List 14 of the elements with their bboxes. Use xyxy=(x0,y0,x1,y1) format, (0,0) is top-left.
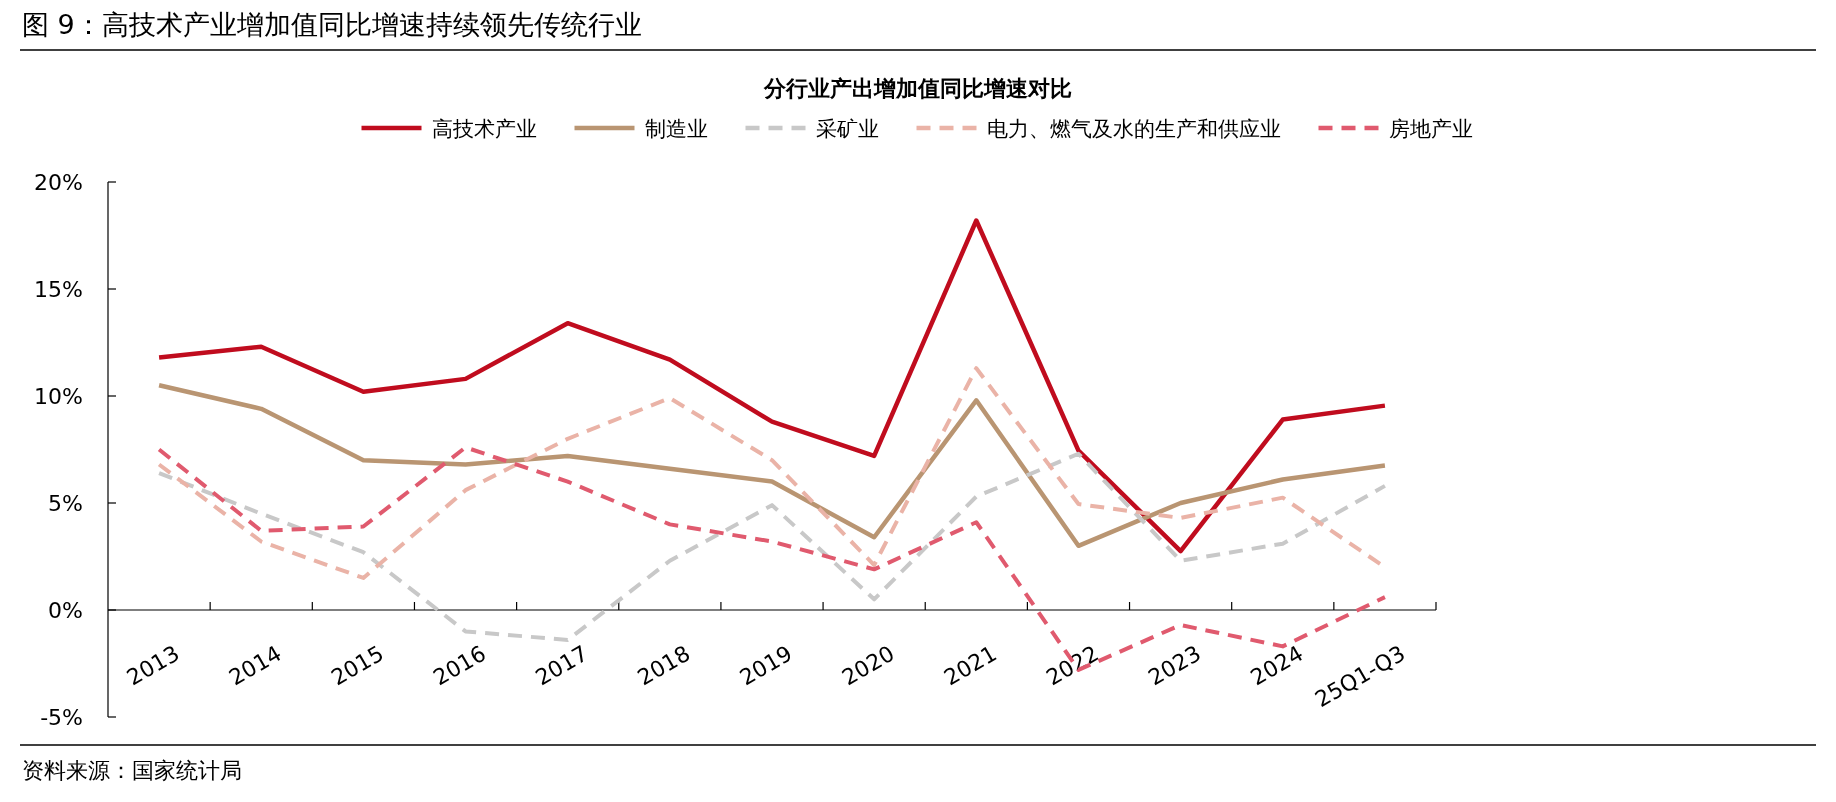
legend-label: 电力、燃气及水的生产和供应业 xyxy=(986,117,1281,141)
legend-label: 采矿业 xyxy=(815,117,879,141)
legend-label: 高技术产业 xyxy=(431,117,537,141)
y-tick-label: 20% xyxy=(34,170,83,195)
y-tick-label: -5% xyxy=(40,705,83,730)
chart-title: 图 9：高技术产业增加值同比增速持续领先传统行业 xyxy=(22,9,642,40)
chart-subtitle: 分行业产出增加值同比增速对比 xyxy=(763,76,1072,101)
legend-label: 制造业 xyxy=(644,117,708,141)
y-tick-label: 0% xyxy=(48,598,83,623)
text: 资料来源：国家统计局 xyxy=(22,758,242,783)
y-tick-label: 10% xyxy=(34,384,83,409)
y-tick-label: 5% xyxy=(48,491,83,516)
legend-label: 房地产业 xyxy=(1388,117,1473,141)
y-tick-label: 15% xyxy=(34,277,83,302)
